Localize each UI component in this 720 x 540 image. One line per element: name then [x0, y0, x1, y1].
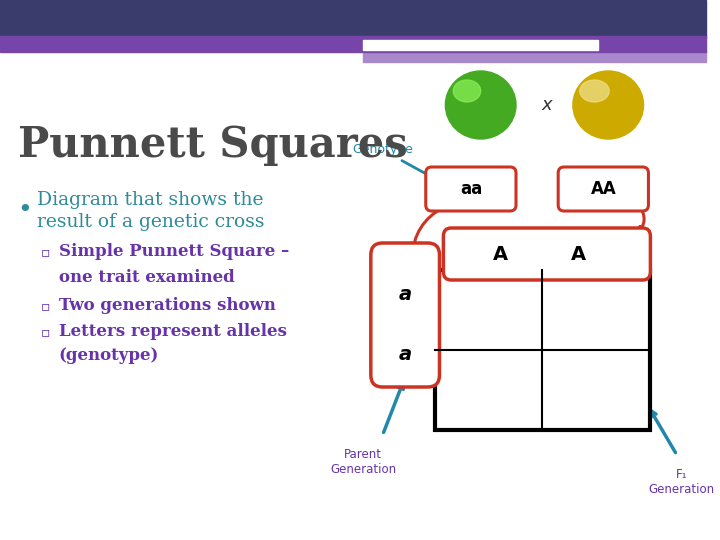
Bar [363, 50, 706, 62]
Text: result of a genetic cross: result of a genetic cross [37, 213, 265, 231]
Text: a: a [399, 286, 412, 305]
Text: F₁
Generation: F₁ Generation [649, 468, 715, 496]
Text: ▫: ▫ [41, 245, 50, 259]
Text: Diagram that shows the: Diagram that shows the [37, 191, 264, 209]
Bar [0, 0, 706, 38]
Ellipse shape [453, 80, 481, 102]
Text: Genotype: Genotype [352, 144, 441, 182]
Ellipse shape [573, 71, 644, 139]
Text: (genotype): (genotype) [59, 347, 159, 363]
Text: Punnett Squares: Punnett Squares [18, 124, 408, 166]
Text: Simple Punnett Square –: Simple Punnett Square – [59, 244, 289, 260]
FancyBboxPatch shape [426, 167, 516, 211]
Text: ▫: ▫ [41, 325, 50, 339]
Text: x: x [541, 96, 552, 114]
FancyBboxPatch shape [558, 167, 649, 211]
Bar [0, 36, 706, 52]
FancyBboxPatch shape [371, 243, 439, 387]
Text: AA: AA [590, 180, 616, 198]
Text: Letters represent alleles: Letters represent alleles [59, 323, 287, 341]
Bar [435, 270, 650, 430]
Text: A: A [571, 245, 586, 264]
Ellipse shape [580, 80, 609, 102]
Text: one trait examined: one trait examined [59, 269, 235, 287]
FancyBboxPatch shape [444, 228, 650, 280]
Text: Two generations shown: Two generations shown [59, 298, 276, 314]
Text: ▫: ▫ [41, 299, 50, 313]
Text: Parent
Generation: Parent Generation [330, 448, 396, 476]
Bar [363, 40, 598, 50]
Text: a: a [399, 346, 412, 365]
Text: aa: aa [460, 180, 482, 198]
Text: •: • [18, 198, 32, 222]
Text: A: A [492, 245, 508, 264]
Ellipse shape [446, 71, 516, 139]
